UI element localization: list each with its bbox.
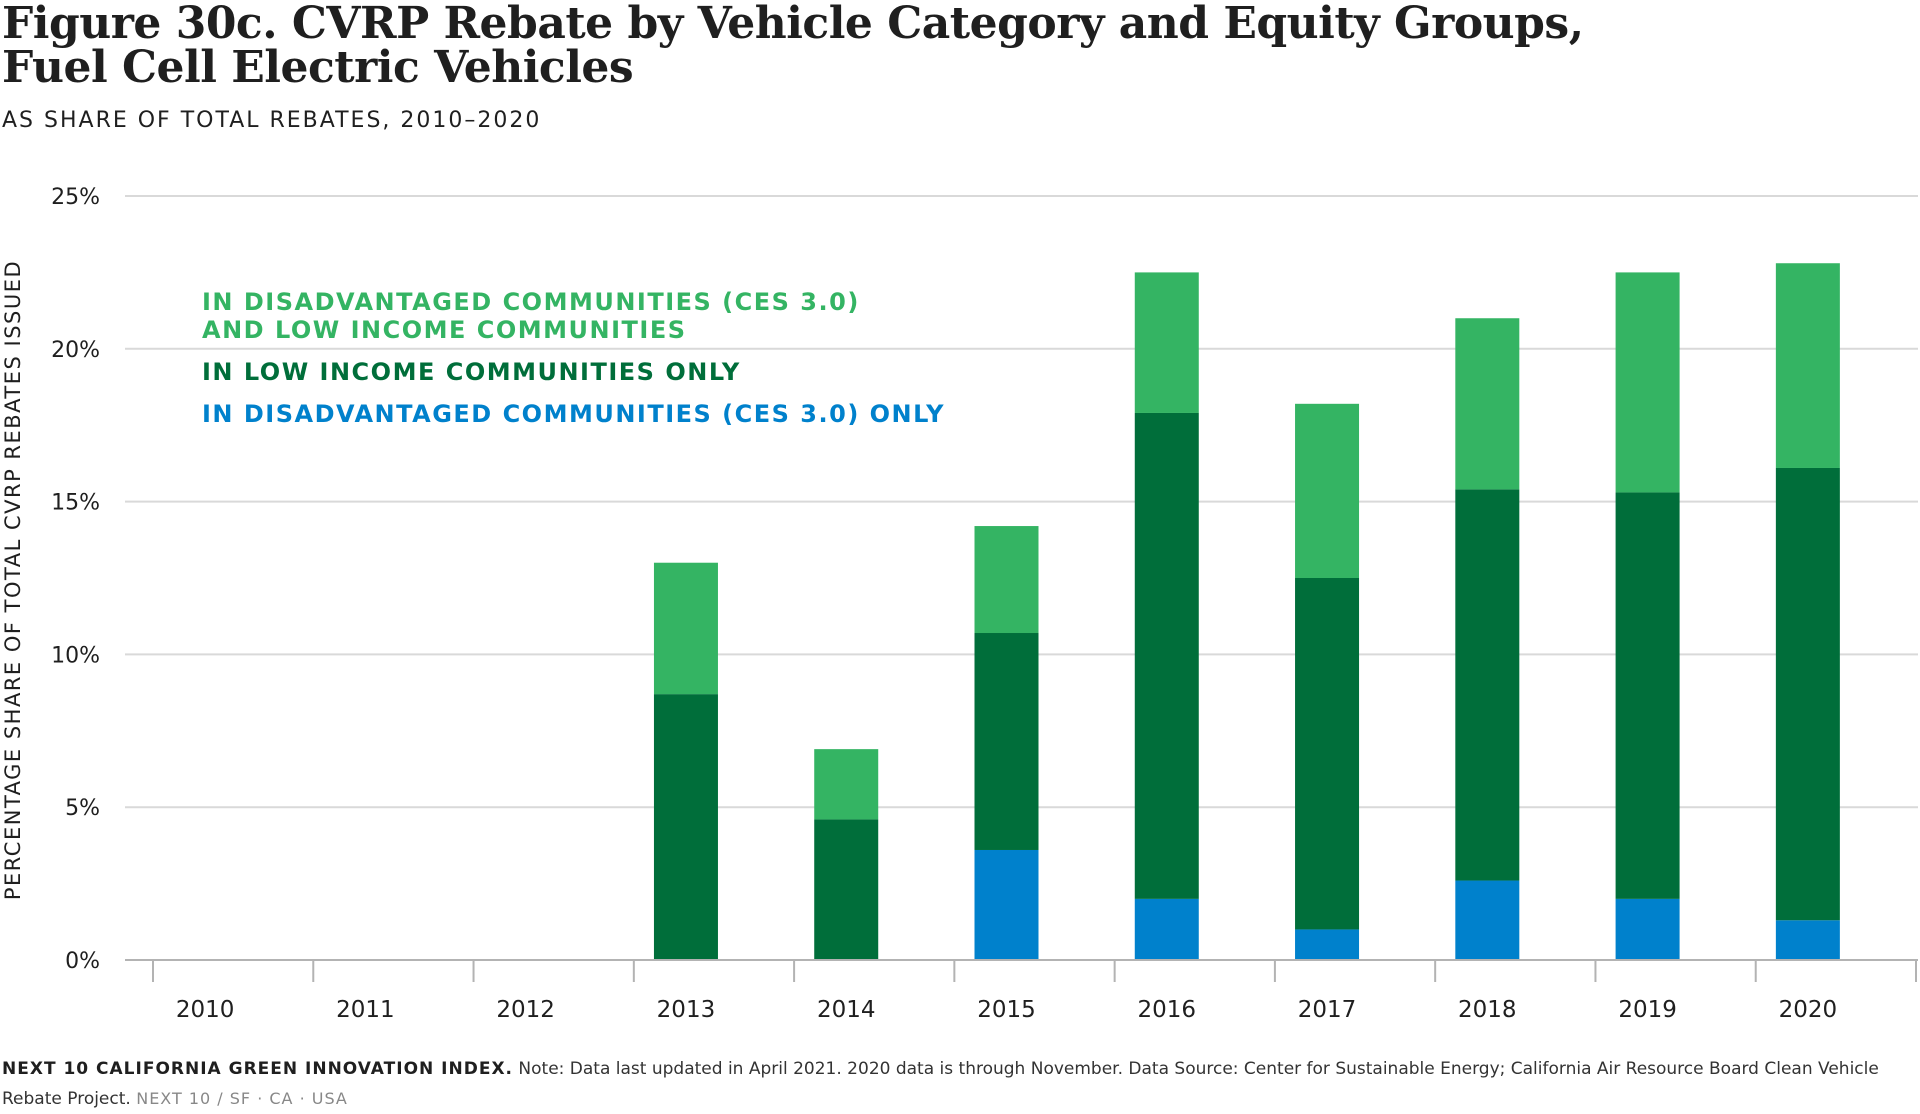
x-tick-label: 2015 bbox=[977, 997, 1036, 1023]
bar-2018-dac-only bbox=[1455, 880, 1520, 960]
bar-2019-dac-and-low-income bbox=[1615, 272, 1680, 493]
x-tick-label: 2011 bbox=[336, 997, 395, 1023]
chart-title-line-2: Fuel Cell Electric Vehicles bbox=[2, 42, 634, 93]
bar-2017-low-income-only bbox=[1295, 578, 1360, 930]
legend-item-dac-only: IN DISADVANTAGED COMMUNITIES (CES 3.0) O… bbox=[202, 400, 945, 428]
x-tick-label: 2013 bbox=[657, 997, 716, 1023]
y-axis-tick-labels: 0% 5% 10% 15% 20% 25% bbox=[51, 185, 100, 974]
bar-2016-low-income-only bbox=[1134, 412, 1199, 899]
bar-2019-low-income-only bbox=[1615, 492, 1680, 899]
bar-2020-dac-only bbox=[1775, 920, 1840, 960]
footer-brand: NEXT 10 CALIFORNIA GREEN INNOVATION INDE… bbox=[2, 1059, 514, 1079]
bar-2013-low-income-only bbox=[653, 694, 718, 960]
legend-item-low-income-only: IN LOW INCOME COMMUNITIES ONLY bbox=[202, 358, 741, 386]
footer-note: Note: Data last updated in April 2021. 2… bbox=[2, 1059, 1879, 1109]
bar-2020-dac-and-low-income bbox=[1775, 263, 1840, 468]
y-tick-label: 0% bbox=[65, 949, 100, 974]
bar-2018-dac-and-low-income bbox=[1455, 318, 1520, 490]
bar-2020-low-income-only bbox=[1775, 467, 1840, 921]
y-tick-label: 15% bbox=[51, 491, 100, 516]
x-tick-label: 2014 bbox=[817, 997, 876, 1023]
x-tick-label: 2010 bbox=[176, 997, 235, 1023]
bar-2018-low-income-only bbox=[1455, 489, 1520, 881]
bar-2015-dac-and-low-income bbox=[974, 526, 1039, 634]
bar-2015-low-income-only bbox=[974, 633, 1039, 850]
footer-tag: NEXT 10 / SF · CA · USA bbox=[136, 1089, 348, 1108]
x-tick-label: 2020 bbox=[1779, 997, 1838, 1023]
bar-2016-dac-only bbox=[1134, 898, 1199, 960]
bar-2014-dac-and-low-income bbox=[814, 749, 879, 820]
y-tick-label: 5% bbox=[65, 796, 100, 821]
chart-title-line-1: Figure 30c. CVRP Rebate by Vehicle Categ… bbox=[2, 0, 1584, 49]
bar-2017-dac-and-low-income bbox=[1295, 403, 1360, 578]
x-tick-label: 2016 bbox=[1137, 997, 1196, 1023]
legend: IN DISADVANTAGED COMMUNITIES (CES 3.0) A… bbox=[202, 288, 945, 428]
bar-2013-dac-and-low-income bbox=[653, 562, 718, 695]
chart-title: Figure 30c. CVRP Rebate by Vehicle Categ… bbox=[2, 2, 1584, 90]
y-tick-label: 20% bbox=[51, 338, 100, 363]
chart-subtitle: AS SHARE OF TOTAL REBATES, 2010–2020 bbox=[2, 108, 542, 133]
bar-2015-dac-only bbox=[974, 849, 1039, 960]
bar-2016-dac-and-low-income bbox=[1134, 272, 1199, 413]
y-tick-label: 25% bbox=[51, 185, 100, 210]
y-axis-label: PERCENTAGE SHARE OF TOTAL CVRP REBATES I… bbox=[1, 260, 25, 900]
x-tick-label: 2018 bbox=[1458, 997, 1517, 1023]
x-axis-tick-labels: 2010 2011 2012 2013 2014 2015 2016 2017 2018 2019… bbox=[176, 997, 1837, 1023]
x-tick-label: 2012 bbox=[496, 997, 555, 1023]
y-tick-label: 10% bbox=[51, 643, 100, 668]
x-tick-label: 2017 bbox=[1298, 997, 1357, 1023]
stacked-bar-chart: 0% 5% 10% 15% 20% 25% PERCENTAGE SHARE OF TOT… bbox=[1, 185, 1918, 1023]
legend-item-dac-and-low-income-line-1: IN DISADVANTAGED COMMUNITIES (CES 3.0) bbox=[202, 288, 860, 316]
bar-2017-dac-only bbox=[1295, 929, 1360, 960]
x-tick-label: 2019 bbox=[1618, 997, 1677, 1023]
legend-item-dac-and-low-income-line-2: AND LOW INCOME COMMUNITIES bbox=[202, 316, 687, 344]
x-axis bbox=[125, 959, 1918, 982]
chart-footer: NEXT 10 CALIFORNIA GREEN INNOVATION INDE… bbox=[2, 1055, 1882, 1114]
bar-2014-low-income-only bbox=[814, 819, 879, 960]
bars bbox=[653, 263, 1840, 960]
bar-2019-dac-only bbox=[1615, 898, 1680, 960]
